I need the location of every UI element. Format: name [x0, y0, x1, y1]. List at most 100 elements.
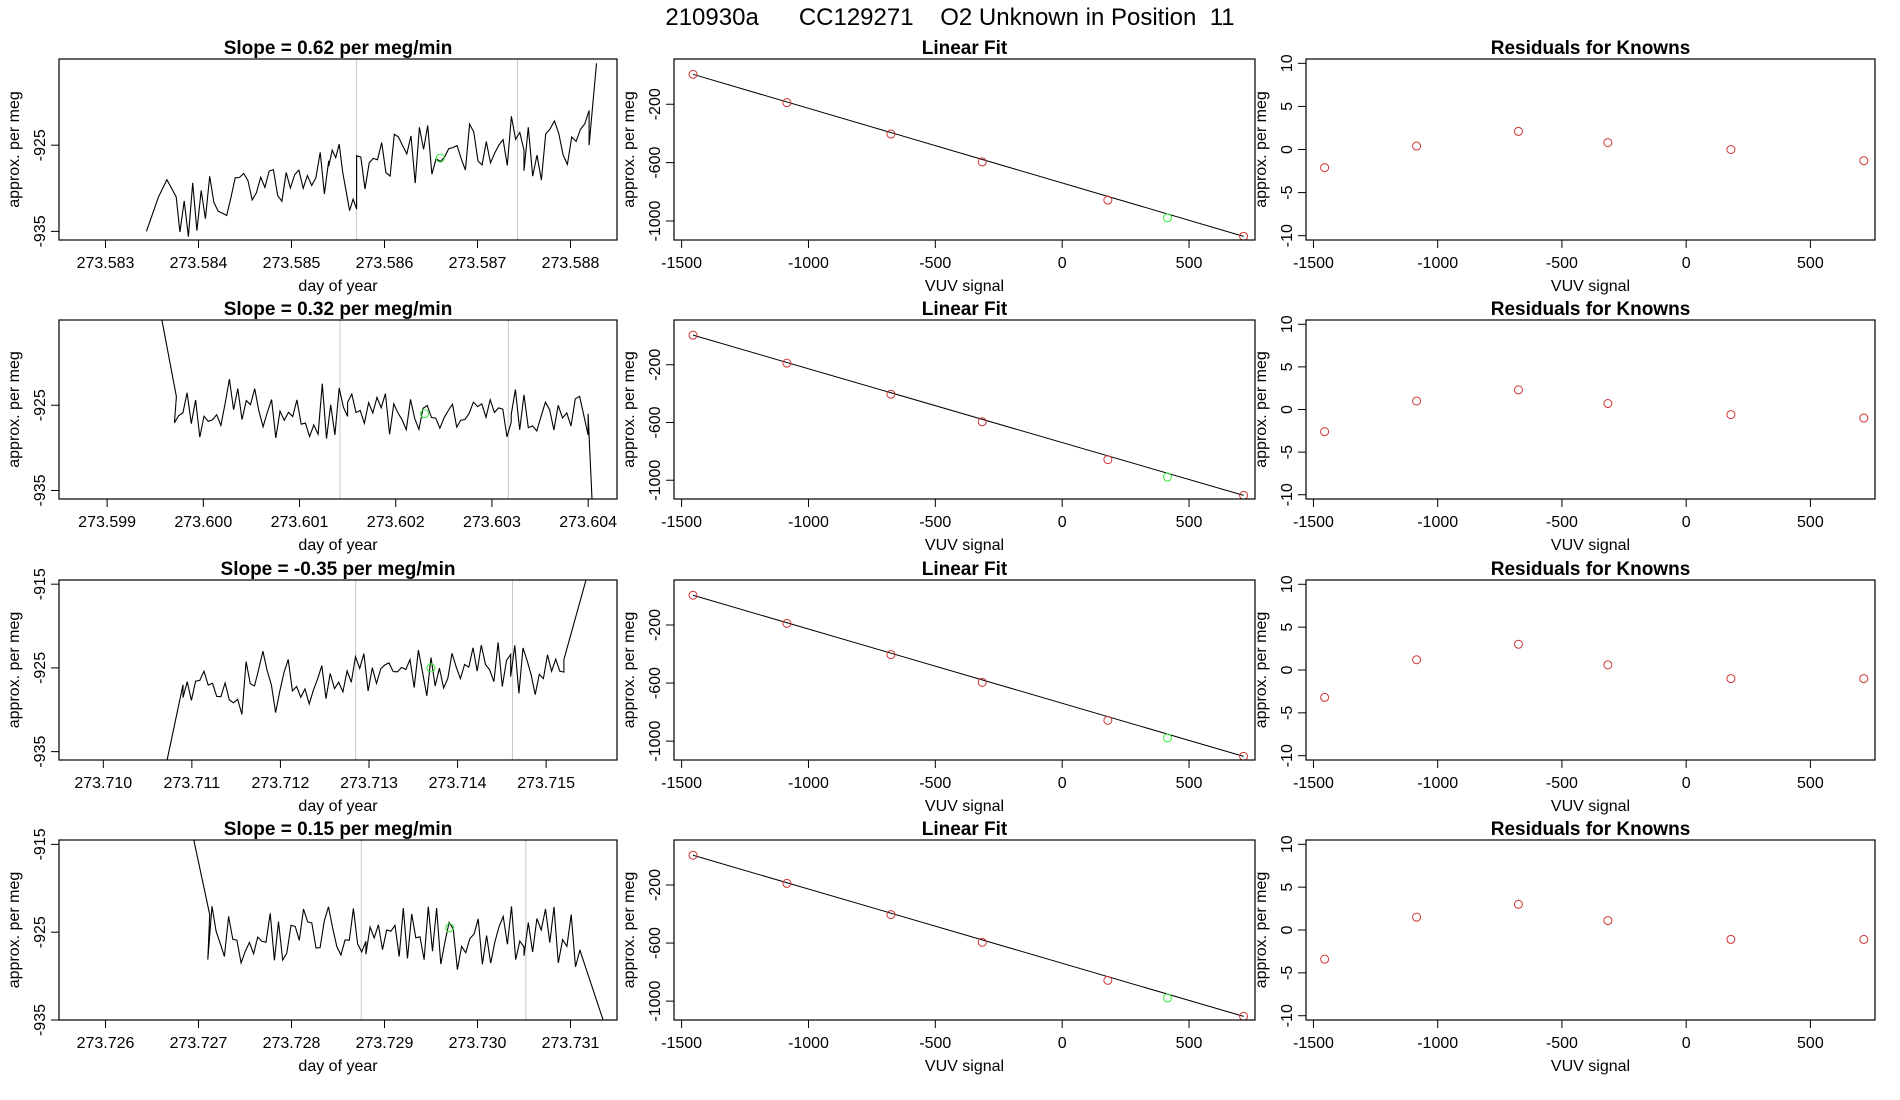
x-tick-label: -1500 [661, 775, 702, 792]
plot-frame [1305, 579, 1876, 761]
plot-frame [58, 839, 618, 1021]
known-standard-point [1103, 455, 1113, 465]
y-tick-label: -1000 [647, 981, 664, 1022]
y-tick-label: -935 [32, 474, 49, 506]
residual-point [1513, 385, 1523, 395]
panel-residuals-4: Residuals for Knowns VUV signal approx. pe… [1253, 819, 1876, 1075]
x-tick-label: 0 [1682, 255, 1691, 272]
panel-title: Residuals for Knowns [1491, 819, 1691, 840]
residual-point [1859, 674, 1869, 684]
x-tick-label: -500 [919, 514, 951, 531]
residual-point [1320, 692, 1330, 702]
x-tick-label: -1000 [788, 514, 829, 531]
known-standard-point [1103, 975, 1113, 985]
y-axis-label: approx. per meg [6, 872, 23, 989]
x-axis-label: day of year [298, 1058, 378, 1075]
y-tick-label: 10 [1279, 315, 1296, 333]
panel-title: Slope = 0.32 per meg/min [224, 299, 453, 320]
x-axis-label: VUV signal [1551, 1058, 1630, 1075]
x-axis-label: VUV signal [1551, 278, 1630, 295]
known-standard-point [782, 878, 792, 888]
y-tick-label: -600 [647, 927, 664, 959]
unknown-point [1162, 472, 1172, 482]
x-tick-label: 273.599 [78, 514, 136, 531]
x-tick-label: 0 [1058, 1035, 1067, 1052]
panel-residuals-3: Residuals for Knowns VUV signal approx. pe… [1253, 559, 1876, 815]
known-standard-point [782, 98, 792, 108]
x-tick-label: 273.729 [356, 1035, 414, 1052]
x-tick-label: 273.711 [164, 775, 221, 792]
residual-point [1412, 141, 1422, 151]
plot-area [145, 59, 598, 240]
y-tick-label: 10 [1279, 54, 1296, 72]
plot-frame [673, 319, 1256, 500]
known-standard-point [1239, 490, 1249, 499]
known-standard-point [1103, 195, 1113, 205]
run-id: 210930a [665, 4, 759, 31]
y-tick-label: -5 [1279, 706, 1296, 720]
plot-frame [58, 319, 618, 500]
unknown-mean-point [420, 409, 430, 419]
y-axis-label: approx. per meg [6, 91, 23, 208]
x-axis-label: VUV signal [925, 278, 1004, 295]
y-axis-label: approx. per meg [1253, 351, 1270, 468]
y-tick-label: -935 [32, 736, 49, 768]
figure-title: 210930a CC129271 O2 Unknown in Position … [0, 4, 1900, 32]
y-tick-label: 10 [1279, 575, 1296, 593]
x-axis-label: VUV signal [925, 798, 1004, 815]
x-axis-label: VUV signal [925, 1058, 1004, 1075]
plot-frame [1305, 839, 1876, 1021]
x-axis-label: VUV signal [925, 537, 1004, 554]
y-tick-label: 5 [1279, 102, 1296, 111]
x-tick-label: -500 [1546, 514, 1578, 531]
panel-time-series-2: Slope = 0.32 per meg/min day of year appro… [6, 299, 618, 554]
residual-point [1726, 934, 1736, 944]
x-tick-label: -1500 [1293, 255, 1334, 272]
known-standard-point [886, 650, 896, 660]
x-tick-label: 500 [1176, 1035, 1203, 1052]
x-tick-label: 273.587 [449, 255, 507, 272]
x-tick-label: 273.603 [463, 514, 521, 531]
known-standard-point [1239, 1011, 1249, 1020]
unknown-mean-point [426, 663, 436, 673]
residual-point [1726, 145, 1736, 154]
panel-linear-fit-4: Linear Fit VUV signal approx. per meg -1500… [621, 819, 1256, 1075]
plot-area [688, 850, 1249, 1020]
panel-time-series-1: Slope = 0.62 per meg/min day of year appro… [6, 38, 618, 295]
signal-trace [166, 580, 587, 760]
residual-point [1603, 660, 1613, 670]
y-axis-label: approx. per meg [621, 91, 638, 208]
known-standard-point [977, 157, 987, 167]
residual-point [1603, 138, 1613, 148]
y-tick-label: -600 [647, 667, 664, 699]
x-tick-label: -500 [1546, 255, 1578, 272]
y-tick-label: -925 [32, 916, 49, 948]
x-tick-label: -1500 [1293, 1035, 1334, 1052]
y-tick-label: -925 [32, 389, 49, 421]
x-tick-label: -1500 [1293, 514, 1334, 531]
panel-linear-fit-3: Linear Fit VUV signal approx. per meg -1500… [621, 559, 1256, 815]
residual-point [1320, 163, 1330, 173]
plot-area [688, 330, 1249, 499]
known-standard-point [886, 389, 896, 399]
y-tick-label: -1000 [647, 460, 664, 501]
unknown-description: O2 Unknown in Position 11 [940, 4, 1235, 31]
panel-title: Linear Fit [922, 38, 1008, 59]
plot-area [1320, 385, 1869, 437]
panel-time-series-3: Slope = -0.35 per meg/min day of year appr… [6, 559, 618, 815]
plot-area [193, 840, 604, 1020]
x-tick-label: -500 [919, 775, 951, 792]
panel-title: Residuals for Knowns [1491, 38, 1691, 59]
residual-point [1320, 427, 1330, 437]
y-tick-label: -600 [647, 147, 664, 179]
x-tick-label: 273.602 [367, 514, 425, 531]
signal-trace [161, 320, 593, 499]
plot-frame [58, 58, 618, 241]
fit-line [692, 334, 1244, 496]
plot-frame [58, 579, 618, 761]
x-tick-label: 273.728 [263, 1035, 321, 1052]
residual-point [1603, 916, 1613, 926]
x-tick-label: 0 [1058, 514, 1067, 531]
panel-residuals-1: Residuals for Knowns VUV signal approx. pe… [1253, 38, 1876, 295]
x-tick-label: -1000 [1417, 775, 1458, 792]
